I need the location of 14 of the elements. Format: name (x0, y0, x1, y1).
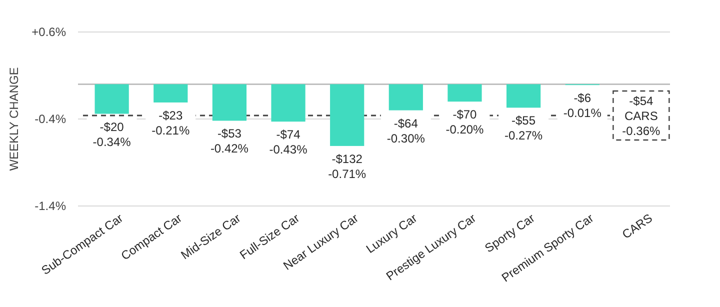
data-label: -$6 -0.01% (563, 91, 602, 120)
data-label: -$53 -0.42% (210, 126, 249, 156)
y-axis-title: WEEKLY CHANGE (7, 67, 21, 171)
data-label: -$23 -0.21% (152, 108, 190, 138)
data-label: -$132 -0.71% (328, 152, 366, 181)
data-label: -$55 -0.27% (504, 114, 543, 143)
data-label: -$70 -0.20% (446, 108, 484, 137)
y-tick-label: -1.4% (34, 199, 66, 214)
data-label: -$20 -0.34% (92, 120, 132, 149)
y-tick-label: +0.6% (32, 25, 66, 40)
data-label: -$74 -0.43% (269, 128, 308, 157)
ref-line-label: -$54 CARS -0.36% (622, 94, 661, 138)
y-tick-label: -0.4% (34, 112, 66, 126)
data-label: -$64 -0.30% (386, 116, 426, 146)
